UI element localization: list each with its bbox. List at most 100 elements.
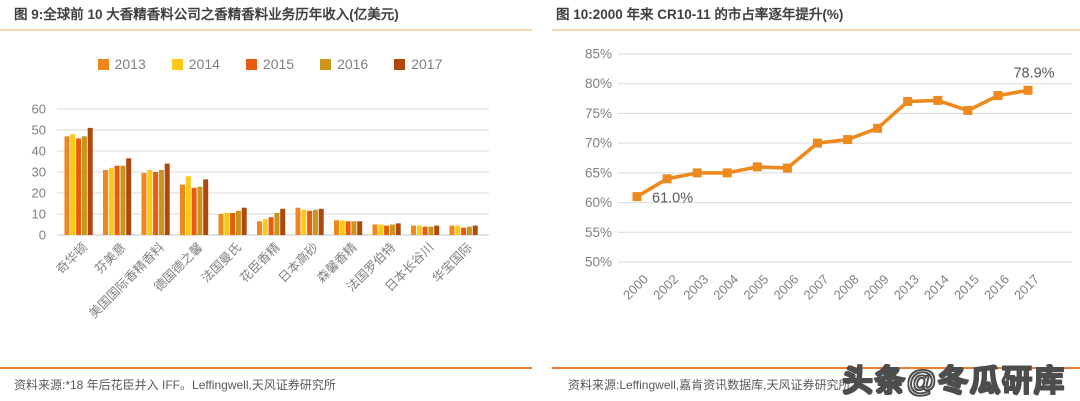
x-tick-label: 2002 — [650, 272, 681, 303]
y-tick-label: 50 — [32, 123, 46, 138]
bar-chart-svg: 0 10 20 30 40 50 60 奇华顿 芬美意美国国际香精香料德国德之馨法国曼氏花臣香精… — [32, 102, 489, 321]
figure-10-title-underline — [552, 29, 1080, 31]
bar-2016 — [466, 226, 472, 235]
bar-2017 — [164, 163, 170, 235]
data-point-marker — [993, 91, 1003, 101]
x-tick-label: 2007 — [801, 272, 832, 303]
line-chart-svg: 50% 55% 60% 65% 70% 75% 80% 85% 2000 2002 20032004… — [585, 47, 1072, 303]
y-tick-label: 10 — [32, 207, 46, 222]
bar-2016 — [428, 226, 434, 235]
legend-swatch-icon — [171, 59, 183, 70]
bar-2016 — [235, 210, 241, 235]
bar-2016 — [158, 169, 164, 235]
bar-2013 — [64, 136, 70, 235]
figure-10-footer-rule — [552, 367, 1080, 369]
legend-label: 2016 — [337, 56, 369, 72]
bar-2013 — [180, 184, 185, 235]
legend-swatch-icon — [97, 59, 109, 70]
x-tick-label: 2008 — [831, 272, 862, 303]
bar-2015 — [191, 187, 197, 236]
data-label: 78.9% — [1013, 65, 1054, 81]
data-point-marker — [752, 162, 762, 172]
bar-2013 — [334, 220, 339, 235]
legend-swatch-icon — [245, 59, 257, 70]
y-tick-label: 30 — [32, 165, 46, 180]
bar-2014 — [455, 225, 461, 235]
data-point-marker — [662, 174, 672, 184]
bar-2014 — [262, 219, 268, 236]
figure-10-source: 资料来源:Leffingwell,嘉肯资讯数据库,天风证券研究所 — [568, 378, 851, 392]
x-tick-label: 2017 — [1011, 272, 1042, 303]
bar-2015 — [422, 226, 428, 235]
legend-item-2015: 2015 — [245, 56, 295, 72]
data-point-marker — [873, 123, 883, 133]
y-tick-label: 85% — [585, 47, 612, 62]
bar-2017 — [87, 127, 93, 235]
bar-2016 — [312, 209, 318, 235]
data-point-marker — [722, 168, 732, 178]
legend-swatch-icon — [320, 59, 332, 70]
bar-2014 — [147, 169, 153, 235]
x-category-label: 奇华顿 — [53, 239, 90, 276]
figure-9-source: 资料来源:*18 年后花臣并入 IFF。Leffingwell,天风证券研究所 — [14, 378, 336, 392]
figure-9-title-underline — [0, 29, 532, 31]
y-tick-label: 50% — [585, 255, 612, 270]
bar-2015 — [153, 172, 159, 235]
bar-2017 — [126, 158, 132, 235]
figure-9-panel: 图 9:全球前 10 大香精香料公司之香精香料业务历年收入(亿美元) 2013 2… — [0, 7, 540, 392]
bar-2015 — [76, 138, 82, 235]
bar-2014 — [416, 225, 422, 235]
legend-item-2013: 2013 — [97, 56, 146, 72]
bar-2017 — [395, 223, 401, 235]
data-point-marker — [1023, 85, 1033, 95]
bar-series-groups: 奇华顿 芬美意美国国际香精香料德国德之馨法国曼氏花臣香精日本高砂森馨香精法国罗伯特… — [53, 127, 478, 321]
data-point-marker — [933, 95, 943, 105]
bar-2014 — [224, 213, 230, 235]
x-category-label: 芬美意 — [91, 240, 128, 277]
y-tick-label: 80% — [585, 76, 612, 91]
legend-item-2016: 2016 — [320, 57, 368, 72]
bar-2014 — [108, 167, 114, 235]
legend-label: 2017 — [411, 56, 443, 72]
data-point-marker — [813, 138, 822, 148]
bar-2013 — [295, 207, 301, 235]
bar-2016 — [197, 186, 203, 235]
data-point-marker — [843, 135, 853, 145]
figure-10-panel: 图 10:2000 年来 CR10-11 的市占率逐年提升(%) 50% 55% 6… — [540, 0, 1080, 401]
toutiao-watermark: 头条@冬瓜研库 — [842, 364, 1066, 399]
y-tick-label: 75% — [585, 106, 612, 121]
x-tick-label: 2013 — [891, 272, 922, 303]
legend-item-2014: 2014 — [171, 57, 220, 72]
bar-2017 — [472, 225, 478, 235]
bar-2014 — [339, 220, 345, 235]
bar-2013 — [372, 224, 378, 235]
bar-chart-axes: 0 10 20 30 40 50 60 — [32, 102, 489, 243]
y-tick-label: 20 — [32, 186, 46, 201]
bar-2014 — [301, 209, 307, 235]
bar-2013 — [218, 214, 224, 235]
bar-2014 — [70, 134, 76, 235]
bar-2017 — [203, 179, 209, 235]
bar-2015 — [345, 221, 351, 235]
data-point-marker — [903, 97, 913, 106]
legend-label: 2015 — [262, 56, 295, 72]
x-tick-label: 2003 — [680, 272, 711, 303]
legend-label: 2013 — [114, 56, 146, 72]
x-tick-label: 2006 — [770, 272, 801, 303]
bar-2016 — [120, 165, 126, 235]
line-chart-axes: 50% 55% 60% 65% 70% 75% 80% 85% — [585, 47, 1072, 270]
figure-9-title: 图 9:全球前 10 大香精香料公司之香精香料业务历年收入(亿美元) — [14, 7, 399, 22]
y-tick-label: 70% — [585, 136, 612, 151]
bar-2013 — [411, 225, 416, 235]
y-tick-label: 60 — [32, 102, 46, 117]
bar-2016 — [81, 136, 87, 235]
figure-9-legend: 2013 2014 2015 2016 2017 — [0, 57, 540, 72]
x-tick-label: 2016 — [981, 272, 1012, 303]
x-tick-label: 2009 — [861, 272, 892, 303]
bar-2017 — [357, 221, 363, 235]
bar-2015 — [461, 227, 467, 235]
bar-2013 — [141, 173, 147, 235]
bar-2017 — [318, 208, 324, 236]
bar-2015 — [268, 217, 274, 235]
